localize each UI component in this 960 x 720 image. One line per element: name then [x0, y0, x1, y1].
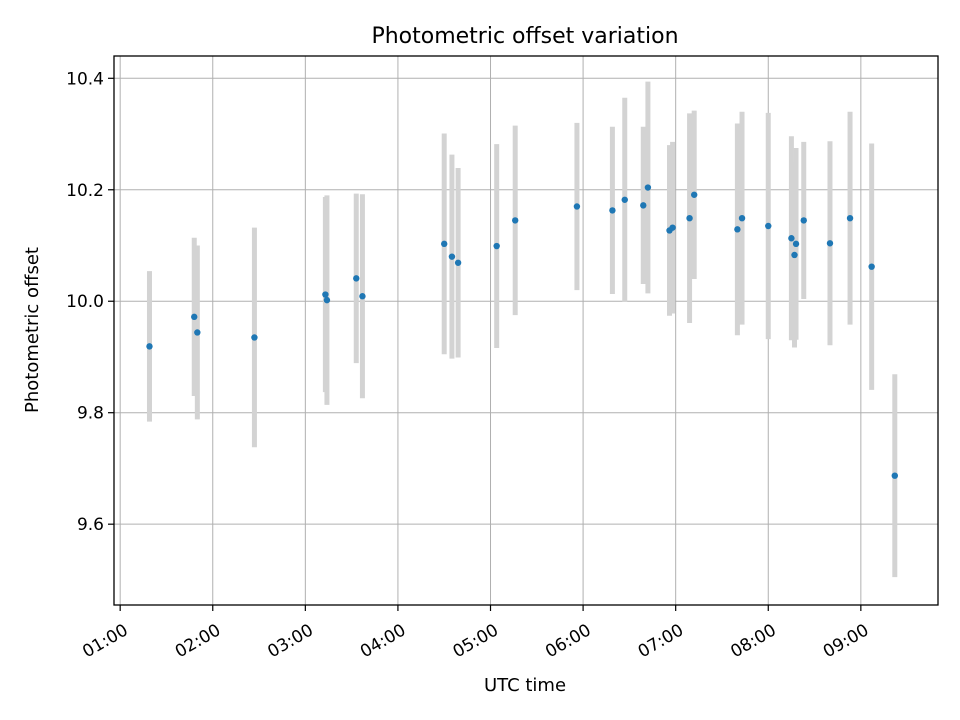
data-point: [454, 259, 462, 266]
data-point: [791, 251, 798, 259]
data-point: [323, 296, 331, 304]
data-point: [146, 343, 153, 350]
data-point: [690, 191, 698, 198]
data-points: [146, 184, 898, 479]
data-point: [765, 222, 772, 230]
data-point: [448, 253, 456, 260]
x-axis-label: UTC time: [484, 675, 566, 696]
data-point: [734, 226, 741, 233]
y-tick-label: 9.6: [77, 515, 104, 535]
data-point: [251, 334, 258, 341]
data-point: [359, 293, 366, 300]
data-point: [800, 217, 807, 224]
y-tick-label: 10.2: [66, 181, 104, 201]
y-axis-label: Photometric offset: [22, 247, 43, 413]
data-point: [441, 240, 448, 248]
data-point: [686, 214, 693, 222]
chart-title: Photometric offset variation: [371, 24, 678, 49]
y-axis-ticks: 9.6 9.8 10.0 10.2 10.4: [66, 69, 114, 535]
data-point: [573, 203, 581, 210]
data-point: [640, 202, 647, 209]
data-point: [868, 263, 875, 270]
y-tick-label: 9.8: [77, 404, 104, 424]
data-point: [493, 242, 500, 250]
plot-frame: [113, 55, 939, 606]
data-point: [621, 196, 628, 203]
data-point: [738, 214, 746, 222]
data-point: [826, 240, 834, 247]
data-point: [788, 235, 795, 242]
data-point: [353, 275, 360, 282]
data-point: [609, 207, 616, 214]
y-tick-label: 10.4: [66, 69, 104, 89]
data-point: [511, 217, 519, 224]
data-point: [669, 224, 676, 231]
y-tick-label: 10.0: [66, 292, 104, 312]
data-point: [191, 313, 198, 321]
data-point: [644, 184, 652, 191]
data-point: [792, 240, 800, 248]
data-point: [322, 291, 329, 298]
data-point: [846, 214, 854, 222]
data-point: [194, 329, 201, 336]
grid: [114, 56, 938, 605]
data-point: [891, 472, 898, 479]
